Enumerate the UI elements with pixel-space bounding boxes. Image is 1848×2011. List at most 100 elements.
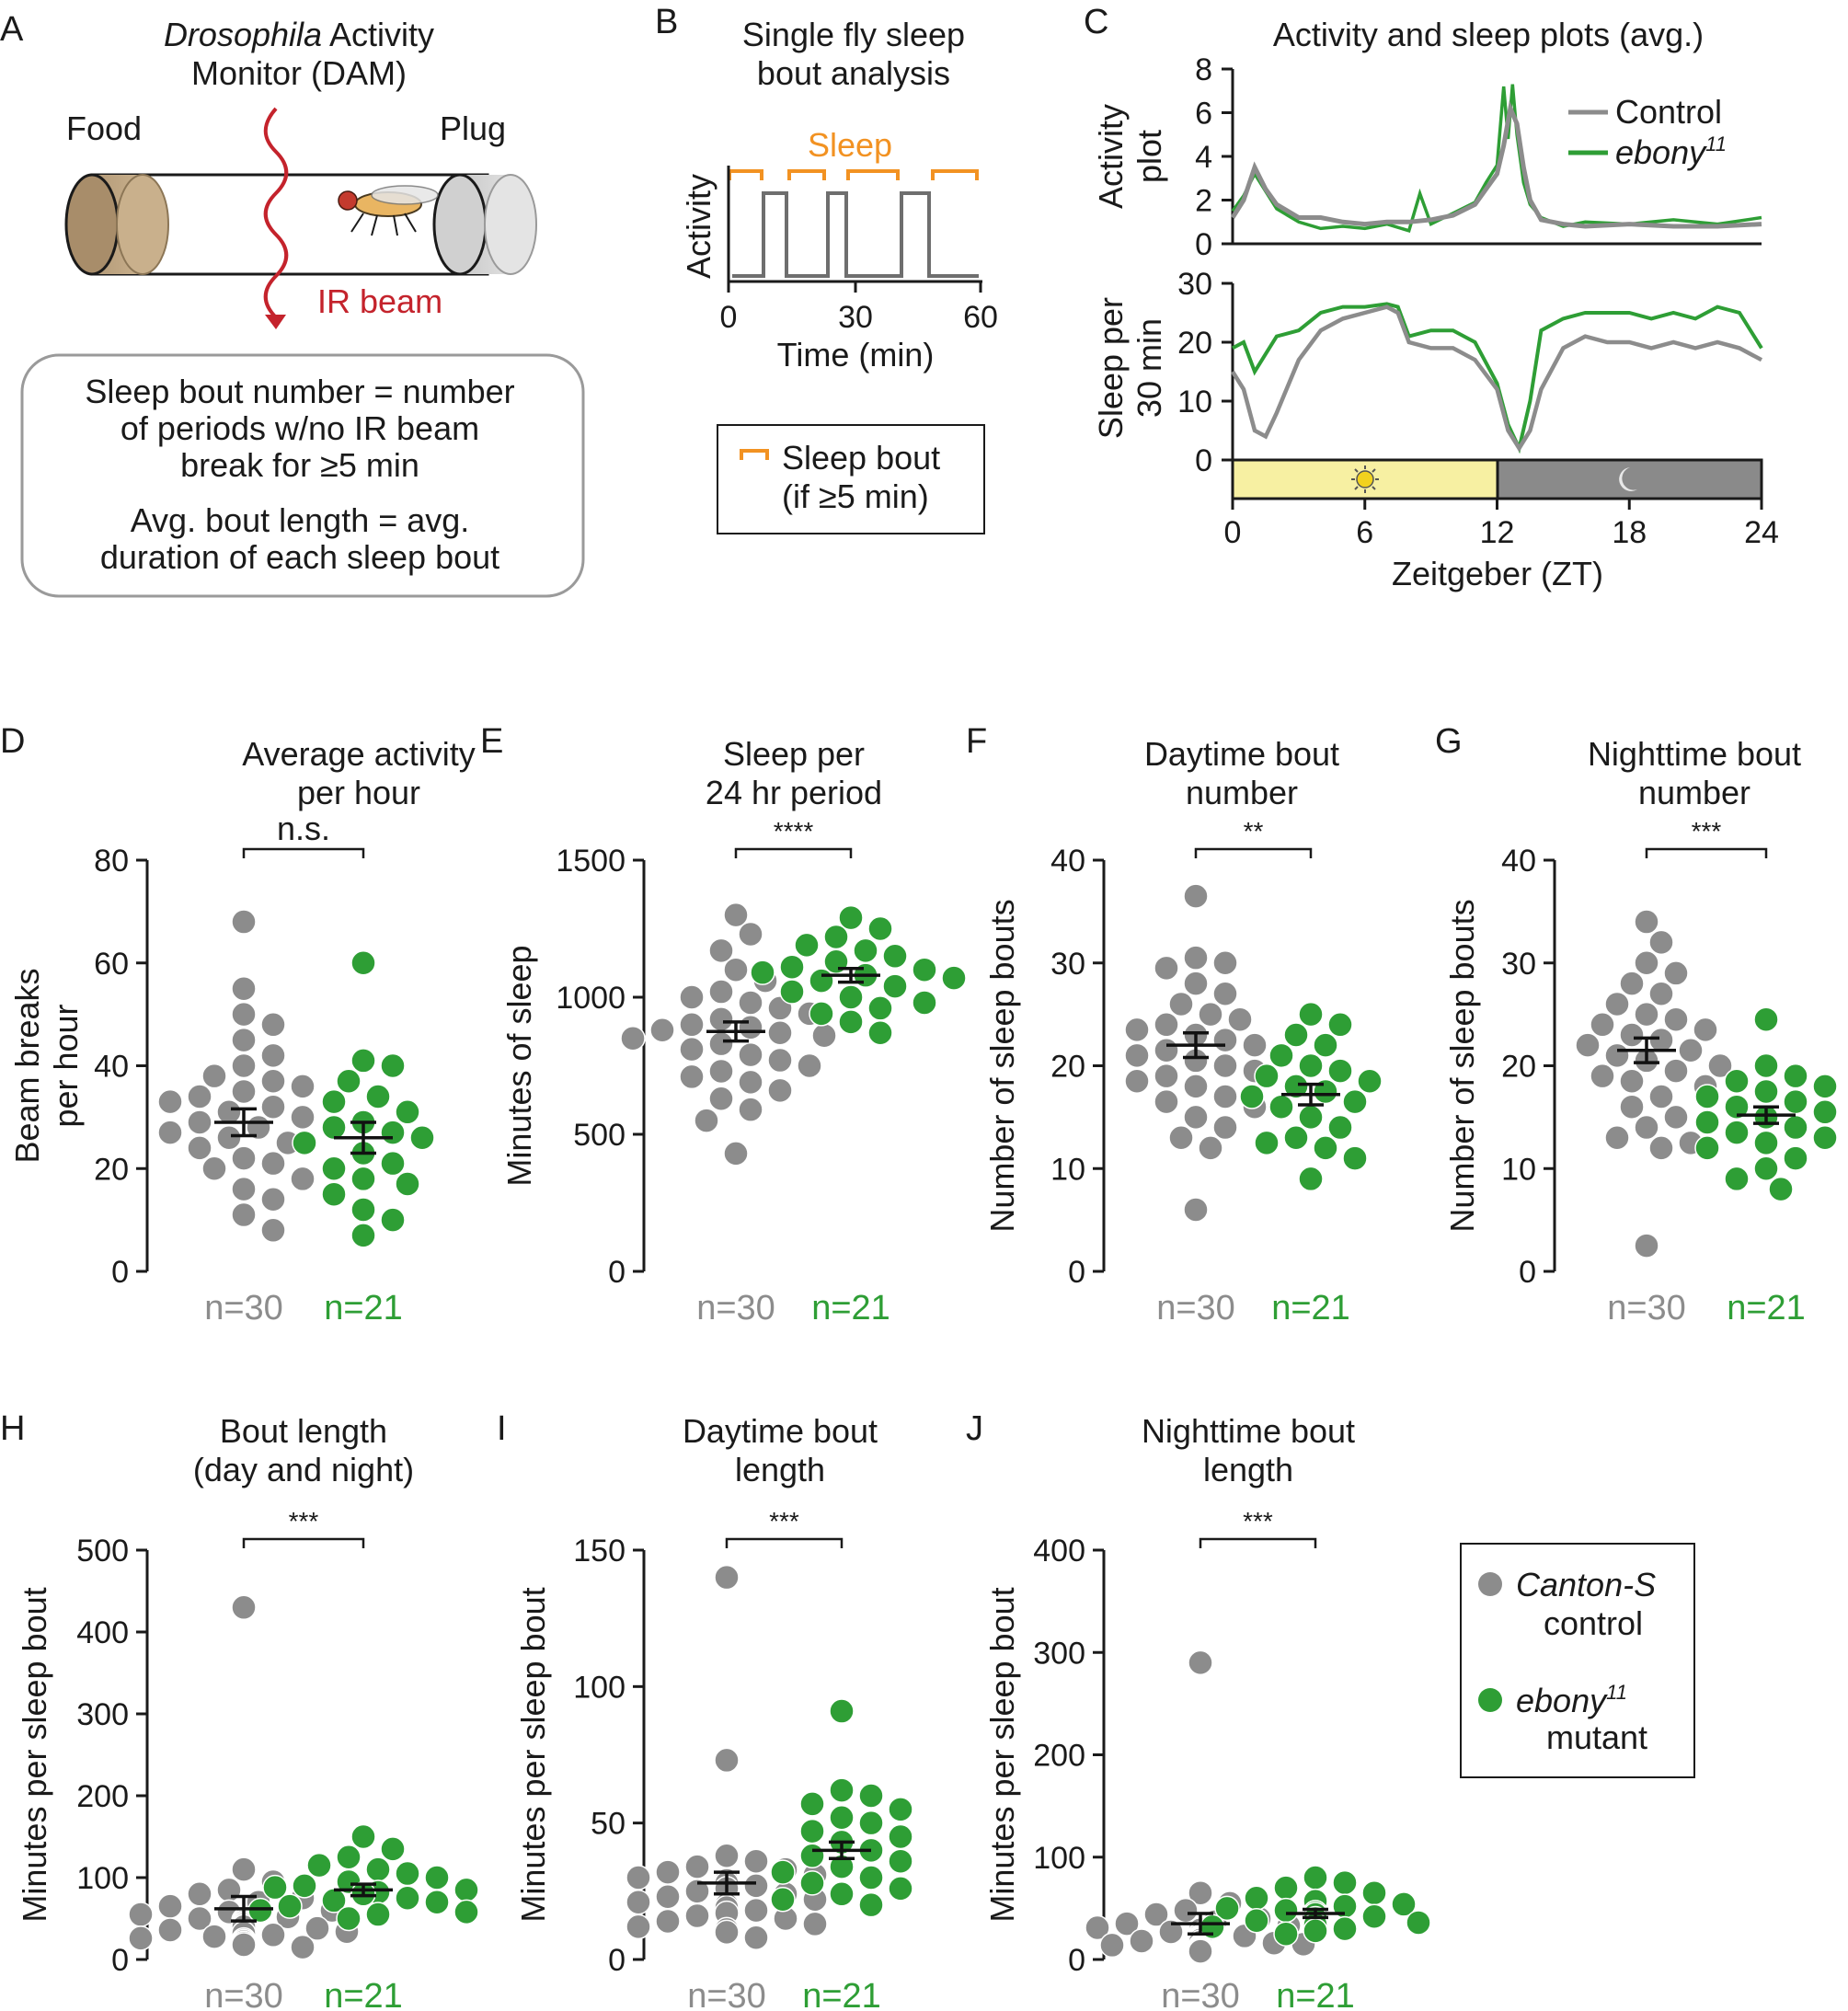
food-plug-shape <box>64 173 169 276</box>
panel-c-legend-control: Control <box>1615 93 1722 131</box>
panel-letter: F <box>966 722 987 761</box>
ytick-label: 100 <box>76 1861 129 1896</box>
control-point <box>1173 1897 1199 1924</box>
control-point <box>157 1893 183 1919</box>
control-point <box>260 1150 286 1177</box>
xtick-label: 18 <box>1612 515 1647 550</box>
ebony-point <box>1694 1109 1720 1135</box>
control-point <box>1129 1928 1154 1954</box>
ebony-point <box>823 924 849 950</box>
control-point <box>620 1025 646 1051</box>
control-point <box>1619 1068 1645 1095</box>
ebony-n-label: n=21 <box>1276 1977 1355 2011</box>
ebony-point <box>779 954 805 980</box>
control-point <box>1634 1233 1659 1258</box>
ebony-point <box>292 1130 317 1156</box>
ir-beam-label: IR beam <box>317 282 442 320</box>
significance-label: *** <box>769 1507 799 1535</box>
ebony-point <box>829 1881 855 1907</box>
panel-b-title-line2: bout analysis <box>757 54 950 92</box>
legend-ebony: ebony11 <box>1516 1681 1627 1719</box>
ebony-point <box>321 1114 347 1141</box>
sleep-bout-brackets <box>728 169 979 180</box>
panel-c-legend-ebony-sup: 11 <box>1705 132 1727 155</box>
legend-control-italic: Canton-S <box>1516 1566 1656 1603</box>
ebony-point <box>1273 1897 1299 1924</box>
ebony-point <box>395 1860 420 1887</box>
moon-icon <box>1619 467 1637 491</box>
control-point <box>1212 1027 1238 1053</box>
ebony-point <box>867 1019 893 1046</box>
ir-beam-arrow-icon <box>265 315 286 329</box>
control-point <box>743 1873 769 1899</box>
control-point <box>767 1047 793 1074</box>
control-point <box>128 1902 154 1927</box>
control-point <box>231 1201 257 1228</box>
y-axis-label: Number of sleep bouts <box>1443 899 1481 1232</box>
control-point <box>723 902 749 928</box>
ebony-n-label: n=21 <box>324 1977 403 2011</box>
control-point <box>649 1017 675 1043</box>
ebony-point <box>1327 1058 1353 1084</box>
control-point <box>767 1019 793 1046</box>
panel-b-xtick: 60 <box>963 300 998 335</box>
control-point <box>738 1097 763 1122</box>
control-point <box>1663 960 1689 986</box>
ytick-label: 30 <box>1177 267 1212 302</box>
panel-a-title: Drosophila Activity <box>164 16 434 53</box>
panel-letter: H <box>0 1409 25 1448</box>
control-mean-sem <box>1617 1036 1676 1064</box>
panel-a-title-rest: Activity <box>322 16 434 53</box>
sleep-header-label: Sleep <box>808 126 892 164</box>
panel-b-legend-box <box>717 424 985 534</box>
xtick-label: 0 <box>1224 515 1242 550</box>
control-point <box>1168 991 1194 1017</box>
control-point <box>260 1068 286 1095</box>
ebony-point <box>1812 1074 1838 1099</box>
ebony-point <box>1313 1135 1338 1161</box>
control-point <box>708 1006 734 1032</box>
control-point <box>1168 1124 1194 1151</box>
group-legend: Canton-S control ebony11 mutant <box>1460 1543 1695 1778</box>
ytick-label: 80 <box>94 844 129 879</box>
control-point <box>1099 1932 1125 1959</box>
control-point <box>201 1063 227 1089</box>
control-mean-sem <box>214 1107 273 1138</box>
ebony-point <box>1783 1145 1808 1171</box>
control-point <box>1154 1063 1179 1089</box>
panel-c-bottom-yticks: 0 10 20 30 <box>1177 267 1233 478</box>
control-point <box>1634 950 1659 976</box>
control-point <box>1619 971 1645 996</box>
control-point <box>1212 1052 1238 1079</box>
control-point <box>290 1104 316 1131</box>
control-point <box>1648 1084 1674 1109</box>
control-point <box>714 1564 740 1591</box>
control-point <box>1634 1114 1659 1141</box>
ytick-label: 0 <box>1195 227 1212 262</box>
ebony-point <box>1244 1885 1269 1911</box>
control-point <box>626 1889 651 1915</box>
ytick-label: 40 <box>1050 844 1085 879</box>
ebony-point <box>453 1899 479 1925</box>
ebony-point <box>1283 1074 1309 1099</box>
control-point <box>684 1902 710 1929</box>
ebony-point <box>799 1870 825 1896</box>
control-point <box>738 1015 763 1040</box>
control-point <box>231 975 257 1002</box>
control-n-label: n=30 <box>204 1289 283 1327</box>
significance-label: n.s. <box>277 810 330 847</box>
ebony-point <box>1753 1078 1779 1105</box>
ebony-point <box>321 1155 347 1181</box>
significance-bracket <box>734 847 853 858</box>
control-point <box>260 1922 286 1948</box>
control-point <box>157 1088 183 1115</box>
sleep-bout-bracket-icon <box>740 449 769 460</box>
ebony-point <box>395 1171 420 1197</box>
ytick-label: 40 <box>1501 844 1536 879</box>
control-point <box>1648 929 1674 956</box>
ytick-label: 10 <box>1050 1152 1085 1187</box>
chart-title: Nighttime bout <box>1142 1412 1355 1450</box>
control-mean-sem <box>1171 1912 1230 1936</box>
ebony-point <box>1724 1094 1750 1120</box>
control-point <box>743 1925 769 1951</box>
